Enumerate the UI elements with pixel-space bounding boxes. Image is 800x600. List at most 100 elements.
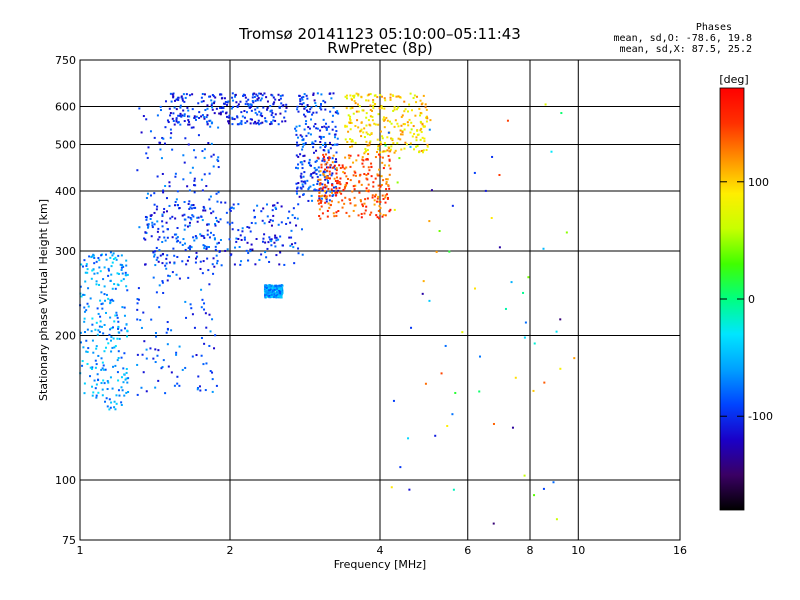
echo-point [231, 92, 234, 95]
echo-point [154, 331, 157, 334]
echo-point [322, 118, 325, 121]
echo-point [322, 170, 325, 173]
echo-point [325, 185, 328, 188]
echo-point [355, 159, 358, 162]
echo-point [357, 126, 360, 129]
echo-point [559, 367, 562, 370]
echo-point [198, 385, 201, 388]
x-tick-label: 2 [227, 544, 234, 557]
echo-point [126, 335, 129, 338]
echo-point [301, 253, 304, 256]
echo-point [269, 288, 272, 291]
echo-point [183, 161, 186, 164]
echo-point [173, 99, 176, 102]
echo-point [378, 187, 381, 190]
echo-point [319, 141, 322, 144]
echo-point [379, 151, 382, 154]
echo-point [362, 205, 365, 208]
echo-point [334, 194, 337, 197]
echo-point [126, 289, 129, 292]
echo-point [170, 100, 173, 103]
echo-point [175, 117, 178, 120]
echo-point [360, 200, 363, 203]
echo-point [297, 136, 300, 139]
echo-point [322, 157, 325, 160]
echo-point [315, 111, 318, 114]
echo-point [295, 125, 298, 128]
echo-point [96, 307, 99, 310]
echo-point [229, 206, 232, 209]
echo-point [336, 176, 339, 179]
echo-point [264, 288, 267, 291]
echo-point [302, 113, 305, 116]
echo-point [292, 207, 295, 210]
echo-point [226, 103, 229, 106]
echo-point [104, 368, 107, 371]
echo-point [104, 346, 107, 349]
echo-point [396, 142, 399, 145]
echo-point [92, 351, 95, 354]
echo-point [103, 293, 106, 296]
echo-point [153, 192, 156, 195]
echo-point [102, 368, 105, 371]
echo-point [153, 223, 156, 226]
echo-point [164, 185, 167, 188]
echo-point [175, 198, 178, 201]
echo-point [421, 151, 424, 154]
echo-point [385, 182, 388, 185]
echo-point [335, 158, 338, 161]
echo-point [363, 152, 366, 155]
echo-point [376, 200, 379, 203]
echo-point [176, 226, 179, 229]
echo-point [377, 144, 380, 147]
echo-point [261, 115, 264, 118]
echo-point [400, 148, 403, 151]
echo-point [343, 167, 346, 170]
echo-point [367, 93, 370, 96]
echo-point [346, 140, 349, 143]
echo-point [276, 287, 279, 290]
echo-point [384, 194, 387, 197]
echo-point [328, 206, 331, 209]
echo-point [421, 123, 424, 126]
echo-point [415, 139, 418, 142]
echo-point [353, 100, 356, 103]
echo-point [249, 122, 252, 125]
grid-lines [80, 60, 680, 540]
echo-point [251, 248, 254, 251]
echo-point [120, 356, 123, 359]
echo-point [123, 352, 126, 355]
echo-point [368, 169, 371, 172]
echo-point [262, 237, 265, 240]
echo-point [324, 146, 327, 149]
echo-point [197, 134, 200, 137]
echo-point [193, 326, 196, 329]
echo-point [533, 494, 536, 497]
echo-point [155, 335, 158, 338]
echo-point [348, 117, 351, 120]
echo-point [309, 108, 312, 111]
echo-point [392, 142, 395, 145]
echo-point [321, 212, 324, 215]
echo-point [424, 382, 427, 385]
echo-point [100, 357, 103, 360]
echo-point [277, 293, 280, 296]
echo-point [491, 155, 494, 158]
echo-point [321, 159, 324, 162]
echo-point [201, 298, 204, 301]
echo-point [140, 131, 143, 134]
echo-point [117, 379, 120, 382]
echo-point [332, 212, 335, 215]
echo-point [113, 406, 116, 409]
echo-point [268, 290, 271, 293]
echo-point [347, 114, 350, 117]
echo-point [280, 287, 283, 290]
echo-point [116, 359, 119, 362]
echo-point [388, 173, 391, 176]
echo-point [202, 235, 205, 238]
echo-point [388, 159, 391, 162]
echo-point [209, 330, 212, 333]
echo-point [511, 426, 514, 429]
echo-point [312, 142, 315, 145]
echo-point [178, 277, 181, 280]
